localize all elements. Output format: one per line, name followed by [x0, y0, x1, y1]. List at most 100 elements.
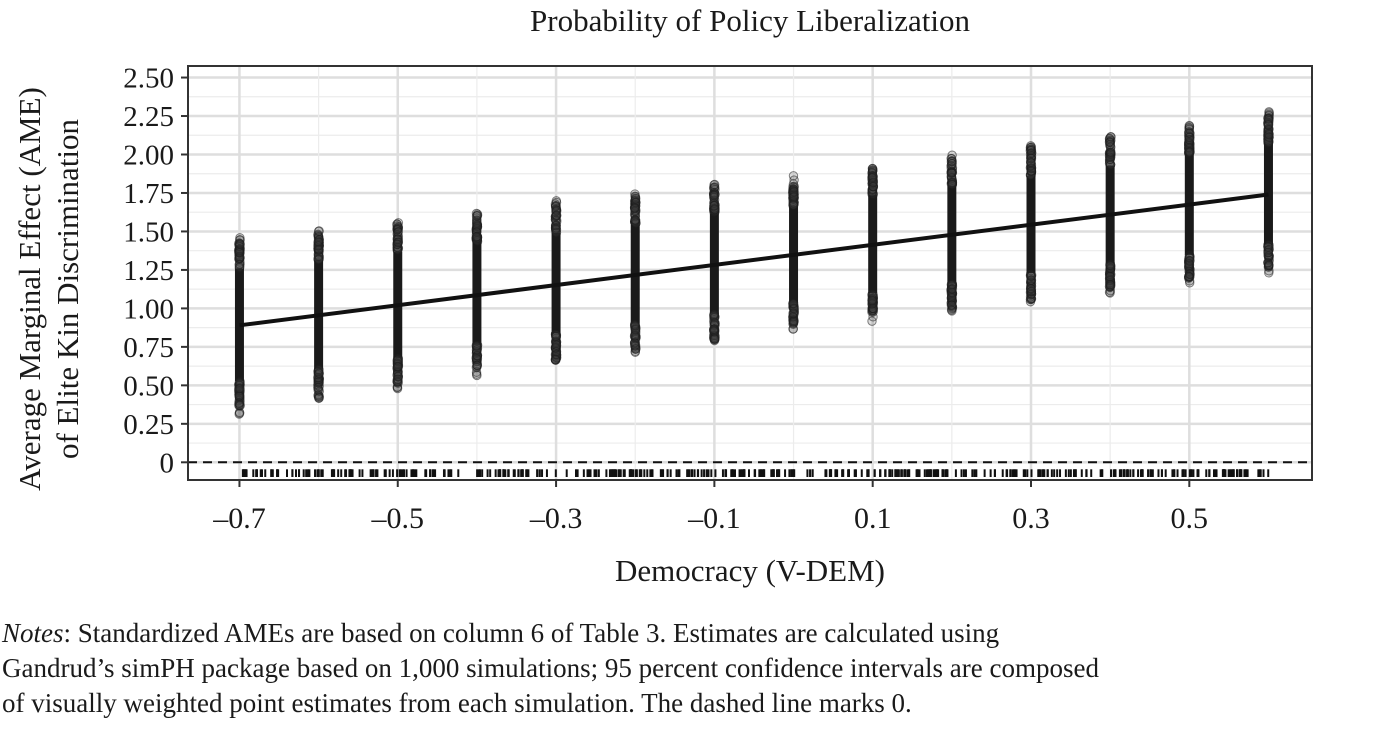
simulation-point — [393, 374, 403, 384]
y-tick-label: 0.75 — [123, 332, 174, 364]
simulation-point — [629, 203, 640, 214]
simulation-point — [313, 383, 323, 393]
y-tick-label: 2.25 — [123, 101, 174, 133]
x-axis-label: Democracy (V-DEM) — [615, 553, 885, 588]
simulation-point — [1106, 147, 1116, 157]
simulation-point — [392, 383, 403, 394]
y-axis-label-line-2: of Elite Kin Discrimination — [50, 118, 85, 459]
simulation-point — [788, 200, 798, 210]
simulation-point — [630, 325, 641, 335]
y-axis: 0 0.25 0.50 0.75 1.00 1.25 1.50 1.75 2.00 2.25 2.5… — [123, 63, 188, 479]
simulation-point — [234, 260, 244, 270]
x-tick-label: 0.3 — [1012, 502, 1050, 535]
y-tick-label: 0.25 — [123, 409, 174, 441]
simulation-point — [788, 316, 799, 327]
simulation-point — [630, 215, 640, 225]
figure: 0 0.25 0.50 0.75 1.00 1.25 1.50 1.75 2.00 2.25 2.5… — [12, 3, 1313, 588]
y-tick-label: 1.25 — [123, 255, 174, 287]
simulation-point — [393, 227, 403, 237]
simulation-point — [551, 227, 562, 238]
simulation-point — [946, 168, 957, 178]
x-tick-label: 0.5 — [1171, 502, 1209, 535]
simulation-column — [471, 208, 483, 381]
simulation-point — [313, 251, 324, 262]
simulation-point — [1263, 242, 1273, 252]
notes-caption: Notes: Standardized AMEs are based on co… — [2, 616, 1392, 721]
x-tick-label: –0.5 — [371, 502, 425, 535]
simulation-point — [1185, 147, 1195, 157]
simulation-column — [946, 150, 958, 316]
y-tick-label: 1.75 — [123, 178, 174, 210]
x-tick-label: 0.1 — [854, 502, 892, 535]
simulation-point — [946, 305, 957, 315]
simulation-point — [313, 226, 324, 237]
y-tick-label: 0.50 — [123, 370, 174, 402]
simulation-point — [789, 187, 799, 197]
simulation-point — [392, 361, 403, 372]
simulation-point — [1263, 114, 1274, 124]
simulation-point — [789, 192, 799, 202]
simulation-point — [631, 194, 641, 204]
simulation-point — [1184, 259, 1194, 269]
simulation-point — [314, 393, 324, 403]
simulation-point — [710, 204, 720, 214]
simulation-point — [1025, 157, 1036, 167]
notes-line-1: Notes: Standardized AMEs are based on co… — [2, 616, 1392, 651]
simulation-point — [630, 341, 640, 351]
simulation-point — [235, 239, 245, 249]
simulation-point — [788, 171, 799, 181]
simulation-point — [947, 159, 957, 169]
simulation-point — [393, 371, 403, 381]
notes-text-1: : Standardized AMEs are based on column … — [63, 618, 1000, 648]
simulation-point — [1025, 296, 1036, 307]
simulation-point — [471, 341, 482, 351]
x-tick-label: –0.1 — [687, 502, 741, 535]
rug-marks — [241, 469, 1270, 477]
simulation-point — [947, 284, 958, 294]
chart: 0 0.25 0.50 0.75 1.00 1.25 1.50 1.75 2.00 2.25 2.5… — [12, 3, 1313, 588]
simulation-point — [472, 360, 482, 371]
notes-line-2: Gandrud’s simPH package based on 1,000 s… — [2, 653, 1099, 683]
simulation-point — [472, 221, 482, 231]
notes-line-3: of visually weighted point estimates fro… — [2, 688, 912, 718]
simulation-point — [234, 409, 244, 419]
simulation-point — [1105, 272, 1115, 282]
simulation-point — [868, 177, 879, 188]
simulation-column — [708, 179, 720, 346]
simulation-point — [550, 354, 561, 365]
simulation-point — [709, 311, 719, 321]
simulation-point — [234, 247, 244, 258]
simulation-point — [1105, 260, 1115, 270]
y-axis-label-line-1: Average Marginal Effect (AME) — [12, 87, 47, 491]
simulation-point — [1264, 260, 1274, 270]
simulation-point — [551, 340, 562, 351]
y-tick-label: 1.50 — [123, 216, 174, 248]
simulation-point — [1184, 271, 1194, 282]
notes-label: Notes — [2, 618, 64, 648]
simulation-point — [551, 331, 561, 342]
simulation-point — [709, 179, 720, 190]
simulation-point — [471, 367, 482, 377]
x-tick-label: –0.3 — [529, 502, 583, 535]
simulation-point — [234, 391, 244, 401]
simulation-point — [471, 232, 481, 242]
simulation-point — [709, 191, 719, 201]
simulation-point — [1105, 137, 1115, 147]
simulation-point — [551, 223, 561, 233]
x-axis: –0.7 –0.5 –0.3 –0.1 0.1 0.3 0.5 — [212, 480, 1208, 535]
simulation-column — [629, 189, 641, 357]
simulation-point — [551, 210, 561, 220]
simulation-point — [1264, 129, 1274, 140]
simulation-column — [550, 196, 562, 365]
simulation-point — [313, 366, 323, 377]
plot-panel — [188, 66, 1312, 480]
simulation-point — [788, 298, 798, 309]
simulation-core — [551, 232, 561, 334]
simulation-point — [313, 236, 323, 246]
simulation-point — [314, 368, 324, 378]
y-tick-label: 1.00 — [123, 293, 174, 325]
y-tick-label: 2.50 — [123, 63, 174, 95]
simulation-point — [1184, 124, 1195, 135]
simulation-point — [471, 211, 482, 221]
simulation-point — [472, 370, 482, 381]
